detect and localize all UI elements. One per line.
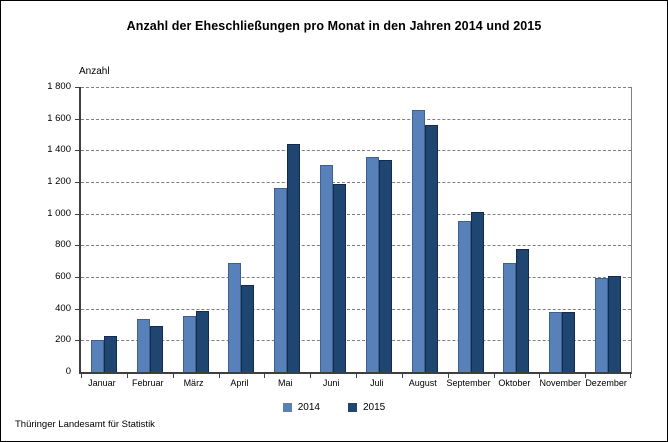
gridline-600 <box>81 277 631 278</box>
x-label-september: September <box>446 378 491 388</box>
y-tick-label-1600: 1 600 <box>47 112 71 124</box>
gridline-1000 <box>81 213 631 215</box>
bar-2014-januar <box>90 339 104 372</box>
y-tick-mark <box>75 150 79 152</box>
x-tick-mark <box>218 374 220 378</box>
x-axis-labels: Januar Februar März April Mai Juni Juli August S… <box>79 378 629 392</box>
bar-2015-januar <box>103 335 117 372</box>
y-axis-title: Anzahl <box>79 66 110 77</box>
legend: 2014 2015 <box>1 402 667 413</box>
bar-2015-juli <box>378 159 392 372</box>
bar-2015-september <box>470 212 484 372</box>
bar-2015-februar <box>149 326 163 372</box>
legend-label-2015: 2015 <box>363 402 386 413</box>
bar-2014-mai <box>274 188 288 372</box>
gridline-200 <box>81 340 631 342</box>
bar-2015-april <box>241 284 255 372</box>
x-label-april: April <box>230 378 249 388</box>
y-tick-label-0: 0 <box>65 366 71 377</box>
y-tick-mark <box>75 182 79 183</box>
x-label-oktober: Oktober <box>498 378 531 388</box>
x-tick-mark <box>172 374 174 378</box>
y-tick-mark <box>75 213 79 215</box>
y-tick-label-1000: 1 000 <box>47 207 71 219</box>
bar-2014-juli <box>365 156 379 372</box>
y-tick-label-1400: 1 400 <box>47 144 71 156</box>
legend-swatch-2014 <box>282 403 292 412</box>
y-tick-mark <box>75 277 79 278</box>
y-tick-label-800: 800 <box>55 239 71 251</box>
bar-2015-august <box>424 125 438 372</box>
x-label-märz: März <box>183 378 204 388</box>
bar-2014-april <box>228 262 242 372</box>
x-label-februar: Februar <box>131 378 164 388</box>
bar-2015-juni <box>333 183 347 372</box>
y-tick-label-1800: 1 800 <box>47 81 71 92</box>
bar-2015-märz <box>195 311 209 372</box>
x-tick-mark <box>356 374 357 378</box>
bar-2014-oktober <box>503 262 517 372</box>
y-tick-label-400: 400 <box>55 302 71 314</box>
chart-title: Anzahl der Eheschließungen pro Monat in … <box>126 19 542 33</box>
bar-2015-oktober <box>516 248 530 372</box>
x-tick-mark <box>630 374 631 378</box>
bar-2014-dezember <box>595 277 609 372</box>
gridline-1200 <box>81 182 631 183</box>
legend-item-2014: 2014 <box>282 402 320 413</box>
x-tick-mark <box>126 374 128 378</box>
y-tick-label-1200: 1 200 <box>47 176 71 187</box>
x-label-januar: Januar <box>88 378 116 388</box>
x-tick-mark <box>264 374 266 378</box>
x-tick-mark <box>447 374 449 378</box>
legend-label-2014: 2014 <box>297 402 320 413</box>
x-label-august: August <box>408 378 437 388</box>
gridline-1400 <box>81 150 631 152</box>
y-axis-tick-labels: 0 200 400 600 800 1 000 1 200 1 400 1 600 1 800 <box>27 1 71 441</box>
x-tick-mark <box>585 374 587 378</box>
gridline-800 <box>81 245 631 247</box>
bar-2014-februar <box>136 318 150 372</box>
bar-2014-märz <box>182 315 196 372</box>
bar-2014-juni <box>320 164 334 372</box>
gridline-400 <box>81 308 631 310</box>
x-label-dezember: Dezember <box>585 378 627 388</box>
plot-area <box>75 87 632 378</box>
x-label-juli: Juli <box>370 378 384 388</box>
y-tick-label-600: 600 <box>55 271 71 282</box>
legend-item-2015: 2015 <box>348 402 385 413</box>
x-tick-mark <box>310 374 312 378</box>
source-text: Thüringer Landesamt für Statistik <box>15 419 155 430</box>
y-tick-label-200: 200 <box>55 334 71 346</box>
gridline-1600 <box>81 118 631 120</box>
x-label-juni: Juni <box>322 378 340 388</box>
gridline-1800 <box>81 87 631 88</box>
y-tick-mark <box>75 118 79 120</box>
bar-2014-september <box>457 220 471 372</box>
bar-2014-august <box>411 109 425 372</box>
x-tick-mark <box>539 374 541 378</box>
bar-2015-mai <box>287 144 301 372</box>
x-label-mai: Mai <box>277 378 293 388</box>
y-tick-mark <box>75 245 79 247</box>
y-tick-mark <box>75 308 79 310</box>
bar-2015-november <box>562 311 576 372</box>
x-label-november: November <box>539 378 581 388</box>
x-tick-mark <box>493 374 495 378</box>
bar-2015-dezember <box>608 276 622 372</box>
bar-2014-november <box>549 311 563 372</box>
x-tick-mark <box>401 374 403 378</box>
legend-swatch-2015 <box>348 403 357 412</box>
x-tick-mark <box>81 374 82 378</box>
y-tick-mark <box>75 87 79 88</box>
y-tick-mark <box>75 340 79 342</box>
